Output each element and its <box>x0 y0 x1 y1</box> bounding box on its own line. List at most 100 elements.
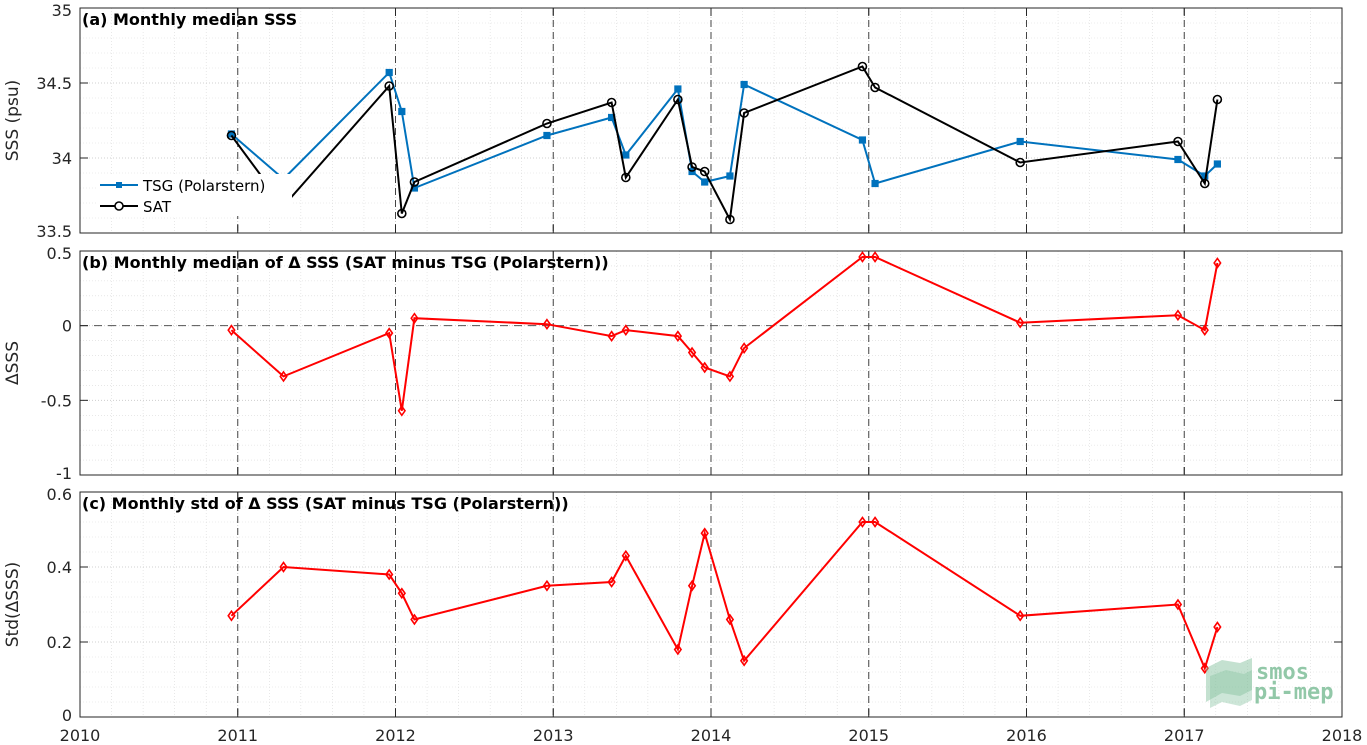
data-point <box>1174 155 1182 164</box>
y-tick-label: 0 <box>62 706 72 725</box>
data-point <box>700 527 709 540</box>
data-point <box>687 579 697 592</box>
data-point <box>397 587 406 600</box>
data-point <box>858 136 867 144</box>
data-point <box>542 318 552 331</box>
data-point <box>871 179 879 188</box>
data-point <box>739 108 749 118</box>
y-tick-label: -1 <box>56 464 72 483</box>
data-point <box>622 151 630 159</box>
legend-marker-sat <box>114 201 124 211</box>
data-point <box>687 162 697 172</box>
data-point <box>858 516 867 528</box>
y-axis-label: SSS (psu) <box>3 80 23 161</box>
data-point <box>398 107 406 116</box>
data-point <box>410 312 419 325</box>
data-point <box>410 613 419 626</box>
data-point <box>1173 598 1183 611</box>
data-point <box>1016 609 1025 622</box>
y-tick-label: 33.5 <box>36 222 72 241</box>
series-sat <box>226 61 1223 225</box>
data-point <box>1016 137 1024 146</box>
y-axis-label: Std(ΔSSS) <box>3 562 23 648</box>
y-tick-label: 35 <box>52 1 72 20</box>
data-point <box>674 85 682 93</box>
logo-text-pi-mep: pi-mep <box>1254 680 1333 705</box>
data-point <box>725 370 735 383</box>
data-point <box>1199 178 1210 189</box>
data-point <box>397 404 406 417</box>
data-point <box>701 178 709 186</box>
panel-title: (a) Monthly median SSS <box>82 10 297 29</box>
data-point <box>384 81 394 91</box>
data-point <box>726 172 734 180</box>
x-tick-label: 2010 <box>60 726 101 745</box>
data-point <box>543 131 551 140</box>
data-point <box>607 576 616 588</box>
panel-title: (c) Monthly std of Δ SSS (SAT minus TSG … <box>82 494 569 513</box>
data-point <box>1213 257 1222 269</box>
y-tick-label: 0.4 <box>47 558 72 577</box>
data-point <box>385 568 394 581</box>
data-point <box>870 251 880 263</box>
panel-a: 33.5 34 34.5 35 SSS (psu) (a) Monthly median … <box>3 1 1343 241</box>
series-delta-sss <box>227 516 1222 675</box>
data-point <box>385 68 393 77</box>
data-point <box>621 172 631 183</box>
data-point <box>227 609 236 622</box>
y-tick-label: 0.2 <box>47 633 72 652</box>
data-point <box>870 82 880 93</box>
legend-box <box>97 174 292 216</box>
x-tick-label: 2015 <box>848 726 889 745</box>
data-point <box>397 208 407 219</box>
data-point <box>1212 94 1223 105</box>
series-delta-sss <box>227 251 1222 417</box>
data-point <box>279 370 288 383</box>
data-point <box>542 579 552 592</box>
y-axis-label: ΔSSS <box>3 341 23 385</box>
series-line <box>230 256 1219 411</box>
y-tick-label: 34 <box>52 149 72 168</box>
data-point <box>1213 621 1222 633</box>
logo-wave-shape <box>1210 670 1252 708</box>
data-point <box>606 97 617 108</box>
logo-wave-shape <box>1206 658 1252 702</box>
data-point <box>725 214 735 225</box>
series-line <box>230 65 1219 223</box>
panel-c: 0 0.2 0.4 0.6 Std(ΔSSS) (c) Monthly std of Δ … <box>3 485 1343 725</box>
data-point <box>279 561 288 573</box>
data-point <box>1173 136 1183 147</box>
y-tick-label: 34.5 <box>36 74 72 93</box>
data-point <box>740 80 748 89</box>
data-point <box>673 330 683 343</box>
data-point <box>700 361 709 374</box>
x-tick-label: 2011 <box>217 726 258 745</box>
data-point <box>1200 324 1209 337</box>
y-tick-label: 0.5 <box>47 244 72 263</box>
y-tick-label: -0.5 <box>41 391 72 410</box>
x-axis: 2010 2011 2012 2013 2014 2015 2016 2017 2018 <box>60 726 1363 745</box>
panel-title: (b) Monthly median of Δ SSS (SAT minus T… <box>82 253 609 272</box>
legend-marker-tsg <box>116 182 122 188</box>
data-point <box>1015 157 1025 168</box>
data-point <box>621 549 630 562</box>
legend: TSG (Polarstern) SAT <box>97 174 292 216</box>
data-point <box>725 613 735 626</box>
data-point <box>542 118 552 129</box>
data-point <box>226 130 237 141</box>
data-point <box>607 330 616 343</box>
series-line <box>230 521 1219 672</box>
data-point <box>673 94 683 105</box>
data-point <box>621 324 630 337</box>
x-tick-label: 2013 <box>533 726 574 745</box>
logo-text-smos: smos <box>1256 660 1309 685</box>
x-tick-label: 2017 <box>1164 726 1205 745</box>
data-point <box>858 251 867 263</box>
data-point <box>699 166 710 177</box>
panel-b: -1 -0.5 0 0.5 ΔSSS (b) Monthly median of Δ SS… <box>3 244 1343 483</box>
data-point <box>739 342 749 354</box>
data-point <box>673 643 683 656</box>
data-point <box>857 61 868 72</box>
